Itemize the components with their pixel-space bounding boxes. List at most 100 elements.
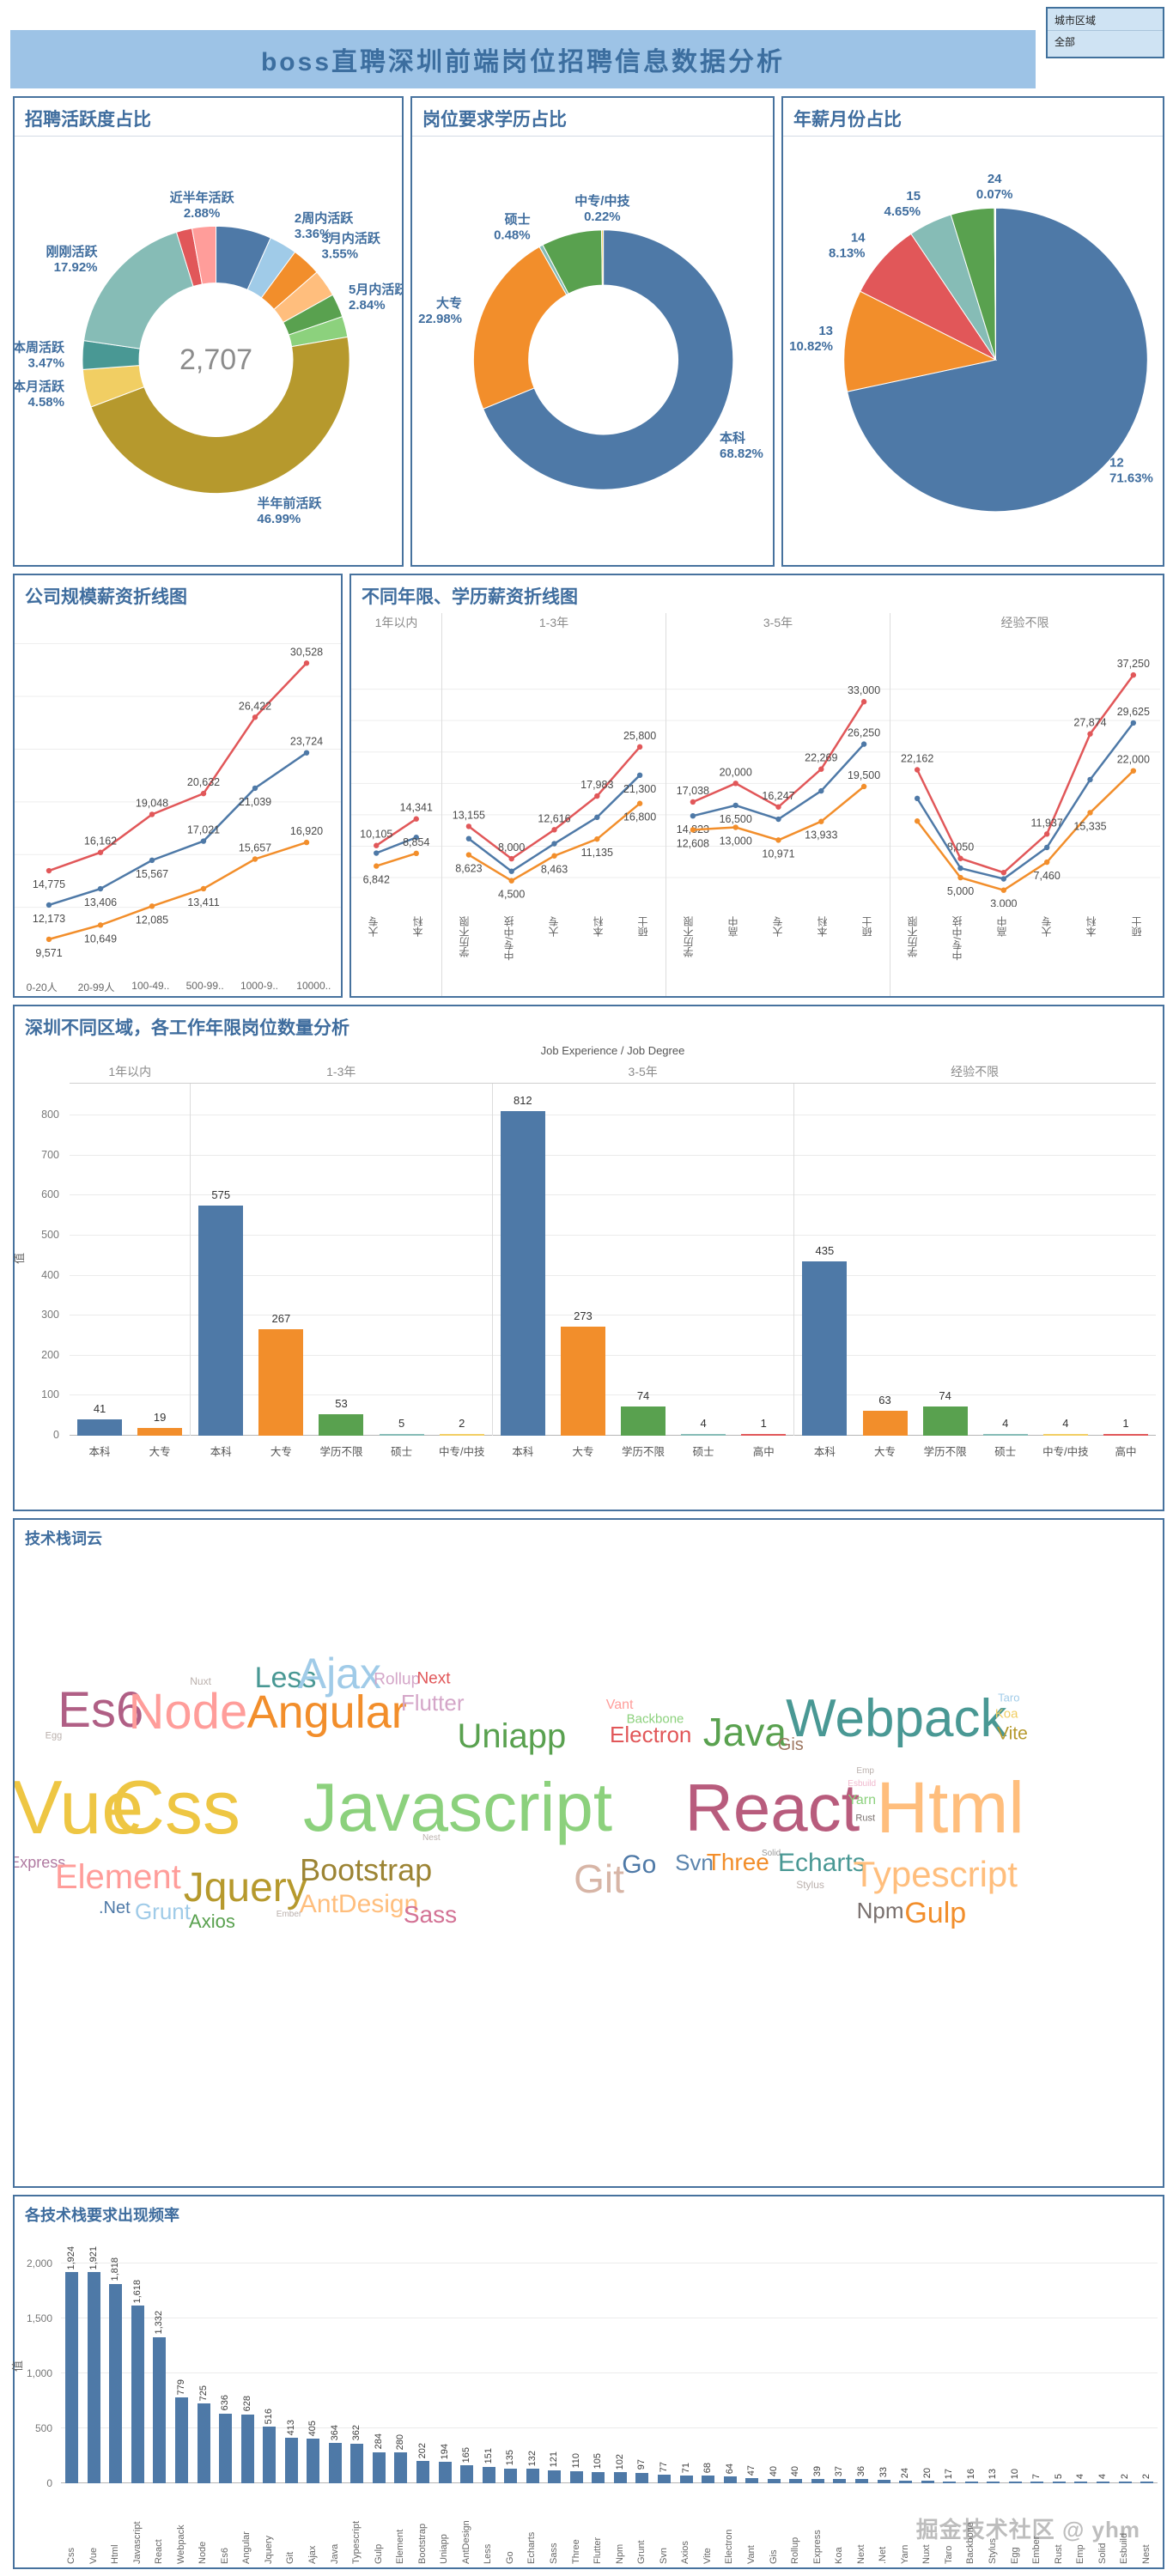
data-point[interactable] bbox=[775, 816, 781, 823]
data-point[interactable] bbox=[957, 874, 963, 881]
line-series[interactable] bbox=[48, 841, 307, 941]
bar[interactable] bbox=[1008, 2482, 1022, 2483]
tech-freq-bar-chart[interactable]: 掘金技术社区 @ yhm 1,924 1,921 1,818 1,618 1,332 77… bbox=[11, 2229, 1163, 2567]
bar[interactable]: 5 bbox=[379, 1417, 424, 1436]
data-point[interactable] bbox=[508, 868, 514, 874]
data-point[interactable] bbox=[860, 783, 867, 790]
pie-slice[interactable] bbox=[601, 229, 605, 286]
wordcloud-word[interactable]: Ajax bbox=[297, 1649, 381, 1698]
wordcloud-word[interactable]: Es6 bbox=[58, 1682, 144, 1738]
bar[interactable] bbox=[767, 2478, 781, 2483]
bar[interactable] bbox=[987, 2482, 1000, 2483]
bar[interactable] bbox=[307, 2439, 320, 2483]
line-series[interactable] bbox=[375, 836, 417, 854]
bar[interactable] bbox=[526, 2469, 539, 2483]
data-point[interactable] bbox=[594, 835, 600, 842]
bar[interactable] bbox=[65, 2272, 79, 2483]
wordcloud-word[interactable]: Vant bbox=[605, 1698, 634, 1713]
data-point[interactable] bbox=[374, 863, 380, 869]
bar[interactable]: 267 bbox=[258, 1312, 304, 1436]
data-point[interactable] bbox=[1043, 844, 1050, 851]
pie-slice[interactable] bbox=[994, 207, 997, 361]
wordcloud-word[interactable]: Rust bbox=[855, 1813, 876, 1824]
line-series[interactable] bbox=[375, 852, 417, 867]
bar[interactable] bbox=[1052, 2482, 1066, 2483]
wordcloud-word[interactable]: Egg bbox=[45, 1730, 63, 1741]
wordcloud-word[interactable]: Go bbox=[622, 1850, 657, 1879]
wordcloud-word[interactable]: Javascript bbox=[303, 1769, 613, 1846]
wordcloud-word[interactable]: Flutter bbox=[400, 1690, 465, 1716]
bar[interactable]: 41 bbox=[77, 1402, 123, 1436]
wordcloud-word[interactable]: Koa bbox=[994, 1706, 1018, 1722]
data-point[interactable] bbox=[97, 849, 104, 855]
pie-slice[interactable] bbox=[860, 233, 998, 361]
bar[interactable]: 53 bbox=[319, 1397, 364, 1436]
wordcloud-word[interactable]: Webpack bbox=[786, 1688, 1007, 1748]
data-point[interactable] bbox=[594, 793, 600, 799]
bar[interactable] bbox=[109, 2283, 123, 2483]
data-point[interactable] bbox=[465, 823, 472, 829]
data-point[interactable] bbox=[1000, 876, 1007, 882]
data-point[interactable] bbox=[149, 857, 155, 864]
data-point[interactable] bbox=[508, 878, 514, 884]
data-point[interactable] bbox=[46, 902, 52, 908]
data-point[interactable] bbox=[149, 811, 155, 817]
data-point[interactable] bbox=[636, 800, 643, 806]
bar[interactable] bbox=[263, 2427, 277, 2483]
data-point[interactable] bbox=[551, 841, 557, 847]
wordcloud-word[interactable]: Yarn bbox=[848, 1792, 877, 1807]
data-point[interactable] bbox=[818, 818, 824, 824]
wordcloud-word[interactable]: Solid bbox=[761, 1849, 781, 1859]
bar[interactable] bbox=[877, 2479, 890, 2483]
data-point[interactable] bbox=[46, 936, 52, 943]
bar[interactable] bbox=[548, 2470, 562, 2483]
bar[interactable] bbox=[175, 2397, 188, 2483]
bar[interactable] bbox=[1118, 2482, 1132, 2483]
bar[interactable] bbox=[899, 2480, 913, 2483]
bar[interactable] bbox=[460, 2464, 474, 2483]
line-series[interactable] bbox=[48, 662, 307, 872]
bar[interactable] bbox=[811, 2479, 824, 2483]
data-point[interactable] bbox=[97, 922, 104, 928]
wordcloud-word[interactable]: AntDesign bbox=[299, 1889, 419, 1918]
wordcloud-word[interactable]: Angular bbox=[246, 1686, 407, 1739]
bar[interactable] bbox=[658, 2475, 672, 2483]
region-bar-chart[interactable]: Job Experience / Job Degree 1年以内 1-3年 3-5年 经… bbox=[13, 1044, 1163, 1508]
city-filter-value[interactable]: 全部 bbox=[1048, 30, 1163, 52]
data-point[interactable] bbox=[690, 827, 696, 833]
bar[interactable] bbox=[921, 2481, 934, 2483]
bar[interactable] bbox=[964, 2481, 978, 2483]
data-point[interactable] bbox=[1043, 831, 1050, 837]
wordcloud-word[interactable]: Axios bbox=[189, 1910, 235, 1932]
wordcloud-word[interactable]: Jquery bbox=[183, 1864, 307, 1911]
data-point[interactable] bbox=[957, 855, 963, 861]
data-point[interactable] bbox=[200, 838, 207, 844]
wordcloud-word[interactable]: Vite bbox=[996, 1723, 1028, 1744]
bar[interactable]: 435 bbox=[802, 1244, 848, 1436]
bar[interactable] bbox=[569, 2470, 583, 2483]
bar[interactable]: 273 bbox=[560, 1309, 605, 1436]
bar[interactable] bbox=[592, 2471, 605, 2483]
data-point[interactable] bbox=[914, 818, 921, 824]
data-point[interactable] bbox=[775, 804, 781, 810]
bar[interactable]: 74 bbox=[922, 1389, 968, 1436]
bar[interactable] bbox=[702, 2476, 715, 2483]
bar[interactable] bbox=[416, 2461, 430, 2483]
bar[interactable]: 4 bbox=[1042, 1417, 1088, 1436]
bar[interactable] bbox=[219, 2413, 233, 2483]
line-series[interactable] bbox=[916, 769, 1134, 892]
bar[interactable] bbox=[284, 2438, 298, 2483]
wordcloud-word[interactable]: Npm bbox=[856, 1897, 904, 1923]
wordcloud-word[interactable]: Express bbox=[15, 1853, 66, 1871]
pie-slice[interactable] bbox=[847, 207, 1148, 513]
bar[interactable] bbox=[635, 2472, 649, 2483]
data-point[interactable] bbox=[303, 750, 310, 756]
wordcloud-word[interactable]: Nest bbox=[422, 1833, 441, 1844]
data-point[interactable] bbox=[860, 699, 867, 705]
bar[interactable] bbox=[328, 2443, 342, 2483]
data-point[interactable] bbox=[914, 767, 921, 773]
wordcloud-word[interactable]: Echarts bbox=[778, 1849, 866, 1878]
wordcloud-word[interactable]: Three bbox=[706, 1848, 769, 1875]
pie-slice[interactable] bbox=[472, 246, 568, 410]
bar[interactable] bbox=[197, 2403, 210, 2483]
